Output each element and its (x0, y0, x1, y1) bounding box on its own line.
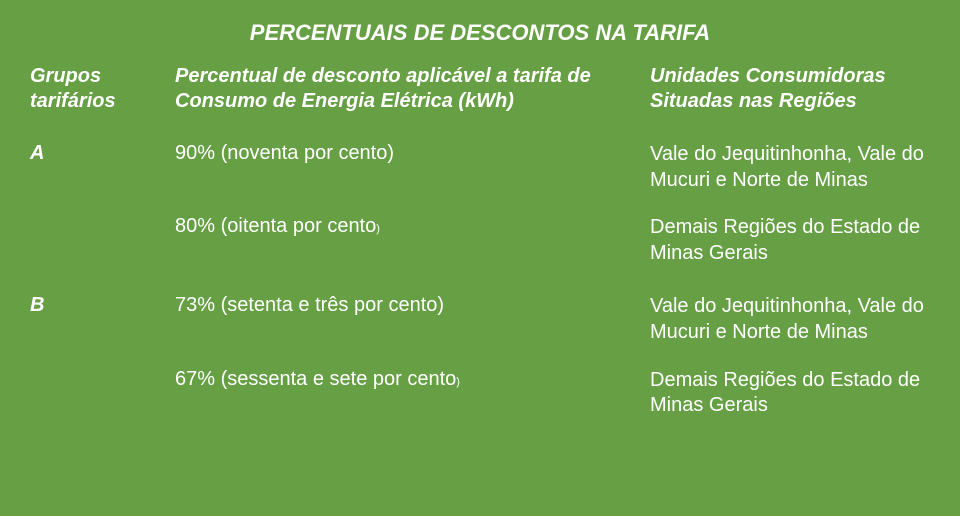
close-paren: ) (376, 223, 380, 235)
close-paren: ) (456, 376, 460, 388)
header-regions: Unidades Consumidoras Situadas nas Regiõ… (650, 64, 930, 114)
group-b-region-1: Vale do Jequitinhonha, Vale do Mucuri e … (650, 294, 930, 345)
header-groups: Grupos tarifários (30, 64, 165, 114)
tariff-table: Grupos tarifários Percentual de desconto… (30, 64, 930, 419)
group-a-region-2: Demais Regiões do Estado de Minas Gerais (650, 215, 930, 266)
empty-cell (30, 368, 165, 419)
group-b-percent-1: 73% (setenta e três por cento) (175, 294, 640, 345)
empty-cell (30, 215, 165, 266)
group-b-region-2: Demais Regiões do Estado de Minas Gerais (650, 368, 930, 419)
spacer (30, 266, 930, 294)
header-percent: Percentual de desconto aplicável a tarif… (175, 64, 640, 114)
group-a-percent-1: 90% (noventa por cento) (175, 142, 640, 193)
group-b-label: B (30, 294, 165, 345)
group-a-label: A (30, 142, 165, 193)
spacer (30, 193, 930, 215)
spacer (30, 346, 930, 368)
spacer (30, 114, 930, 142)
percent-text: 80% (oitenta por cento (175, 215, 376, 237)
group-a-region-1: Vale do Jequitinhonha, Vale do Mucuri e … (650, 142, 930, 193)
slide-title: PERCENTUAIS DE DESCONTOS NA TARIFA (30, 20, 930, 46)
percent-text: 67% (sessenta e sete por cento (175, 368, 456, 390)
group-b-percent-2: 67% (sessenta e sete por cento) (175, 368, 640, 419)
group-a-percent-2: 80% (oitenta por cento) (175, 215, 640, 266)
